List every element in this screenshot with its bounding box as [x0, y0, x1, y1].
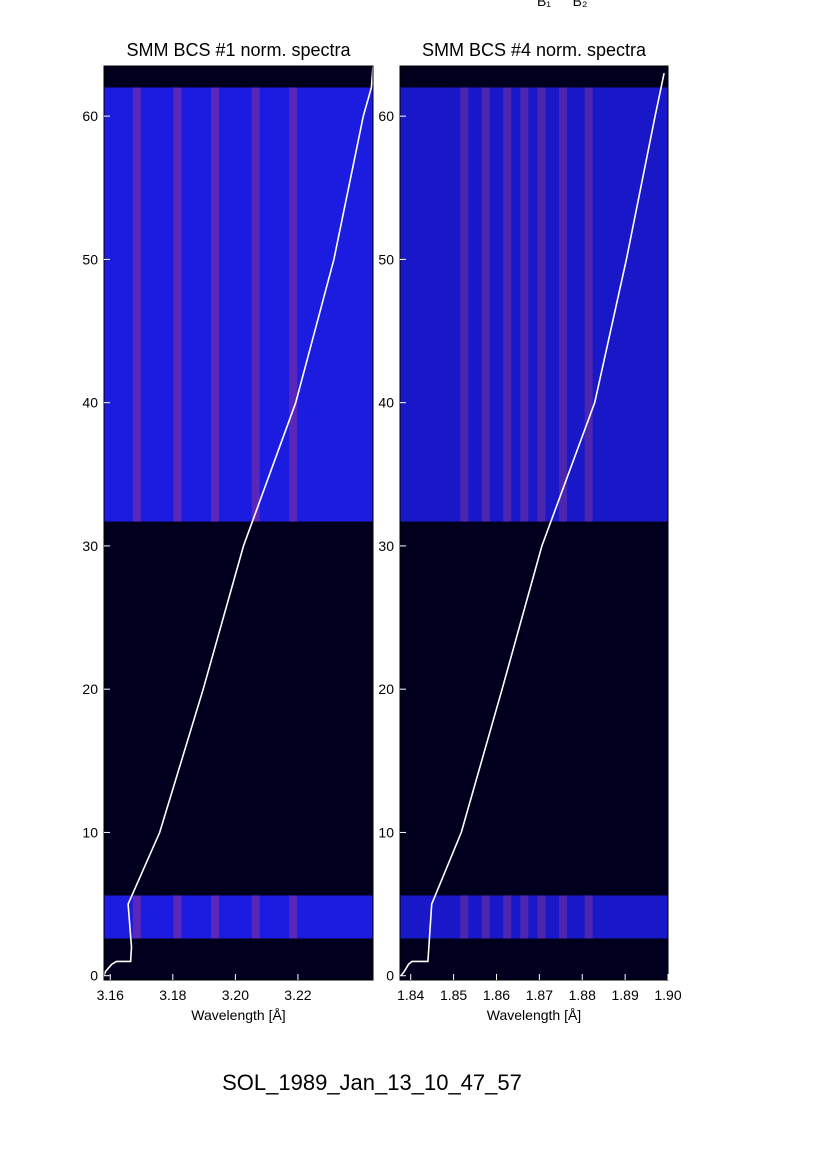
x-tick-label: 1.90 — [654, 987, 681, 1003]
spectral-line — [584, 895, 593, 939]
spectral-line — [537, 895, 546, 939]
spectral-line — [584, 87, 593, 522]
spectral-line — [132, 87, 141, 522]
y-tick-label: 20 — [378, 681, 394, 697]
y-tick-label: 60 — [378, 108, 394, 124]
x-tick-label: 1.89 — [611, 987, 638, 1003]
spectral-line — [503, 895, 512, 939]
y-tick-label: 20 — [82, 681, 98, 697]
y-tick-label: 30 — [378, 538, 394, 554]
cumulative-curve — [103, 65, 374, 976]
x-tick-label: 3.16 — [97, 987, 124, 1003]
panel-title: SMM BCS #4 norm. spectra — [422, 40, 647, 60]
header-label: B₂ — [573, 0, 588, 9]
x-axis-label: Wavelength [Å] — [191, 1007, 285, 1023]
header-label: B₁ — [537, 0, 551, 9]
spectral-line — [460, 895, 469, 939]
spectral-line — [289, 895, 298, 939]
x-tick-label: 1.86 — [483, 987, 510, 1003]
y-tick-label: 50 — [378, 251, 394, 267]
spectral-line — [211, 895, 220, 939]
y-tick-label: 30 — [82, 538, 98, 554]
spectral-line — [132, 895, 141, 939]
spectral-line — [289, 87, 298, 522]
y-tick-label: 40 — [378, 395, 394, 411]
spectral-line — [481, 895, 490, 939]
spectral-line — [251, 87, 260, 522]
y-tick-label: 0 — [386, 968, 394, 984]
spectral-line — [537, 87, 546, 522]
y-tick-label: 50 — [82, 251, 98, 267]
y-tick-label: 10 — [378, 824, 394, 840]
spectra-band — [104, 895, 373, 939]
x-tick-label: 1.84 — [397, 987, 424, 1003]
spectral-line — [558, 895, 567, 939]
x-tick-label: 3.18 — [159, 987, 186, 1003]
spectra-band — [104, 87, 373, 522]
y-tick-label: 40 — [82, 395, 98, 411]
spectral-line — [460, 87, 469, 522]
y-tick-label: 0 — [90, 968, 98, 984]
footer: SOL_1989_Jan_13_10_47_57 — [222, 1070, 522, 1095]
spectral-line — [173, 895, 182, 939]
spectral-line — [503, 87, 512, 522]
spectral-line — [481, 87, 490, 522]
panel-title: SMM BCS #1 norm. spectra — [126, 40, 351, 60]
spectral-line — [173, 87, 182, 522]
spectral-line — [558, 87, 567, 522]
spectral-line — [211, 87, 220, 522]
plot-frame — [103, 65, 374, 981]
plot-frame — [399, 65, 669, 981]
x-tick-label: 1.88 — [569, 987, 596, 1003]
x-tick-label: 3.20 — [222, 987, 249, 1003]
x-tick-label: 1.87 — [526, 987, 553, 1003]
spectral-line — [251, 895, 260, 939]
x-axis-label: Wavelength [Å] — [487, 1007, 581, 1023]
spectral-line — [520, 895, 529, 939]
cumulative-curve — [400, 73, 665, 977]
spectral-line — [520, 87, 529, 522]
spectra-band — [400, 87, 668, 522]
x-tick-label: 3.22 — [284, 987, 311, 1003]
y-tick-label: 60 — [82, 108, 98, 124]
x-tick-label: 1.85 — [440, 987, 467, 1003]
spectra-band — [400, 895, 668, 939]
y-tick-label: 10 — [82, 824, 98, 840]
